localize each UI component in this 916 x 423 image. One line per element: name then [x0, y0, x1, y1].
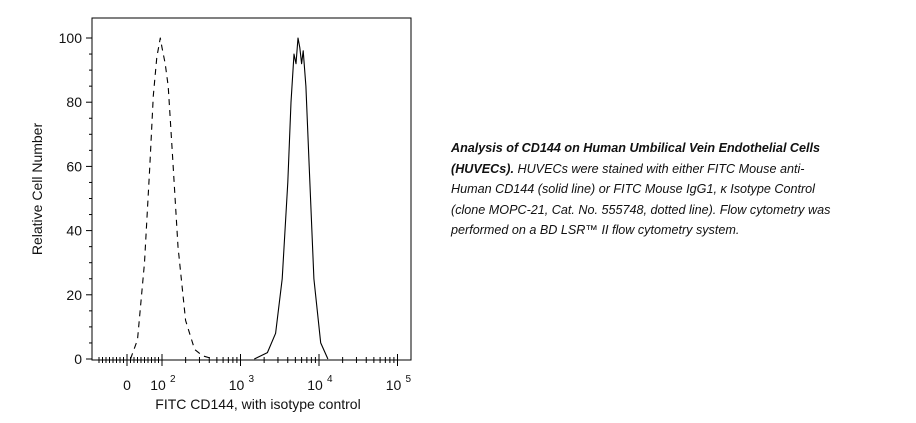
y-tick-label: 100	[59, 30, 83, 46]
y-tick-label: 80	[66, 94, 82, 110]
x-axis-title: FITC CD144, with isotype control	[155, 396, 360, 412]
y-tick-label: 20	[66, 287, 82, 303]
y-axis-title: Relative Cell Number	[29, 123, 45, 256]
y-tick-label: 60	[66, 158, 82, 174]
x-tick-exponent: 4	[327, 374, 333, 385]
x-tick-label: 10	[229, 377, 245, 393]
x-tick-exponent: 5	[406, 374, 412, 385]
x-axis: 0 10 2 10 3 10 4 10 5	[98, 354, 412, 393]
y-axis: 0 20 40 60 80 100	[59, 30, 92, 367]
series-layer	[129, 37, 329, 360]
x-tick-exponent: 3	[249, 374, 255, 385]
y-tick-label: 40	[66, 223, 82, 239]
plot-frame	[91, 17, 412, 361]
cd144-curve	[254, 37, 329, 360]
x-tick-label: 10	[150, 377, 166, 393]
caption-body: HUVECs were stained with either FITC Mou…	[451, 161, 831, 238]
caption-title: Analysis of CD144 on Human Umbilical Vei…	[451, 141, 821, 176]
x-tick-exponent: 2	[170, 374, 176, 385]
x-tick-label: 10	[386, 377, 402, 393]
isotype-control-curve	[129, 37, 214, 360]
figure-caption: Analysis of CD144 on Human Umbilical Vei…	[451, 138, 831, 241]
x-tick-label: 10	[307, 377, 323, 393]
y-tick-label: 0	[74, 351, 82, 367]
x-tick-label: 0	[123, 377, 131, 393]
